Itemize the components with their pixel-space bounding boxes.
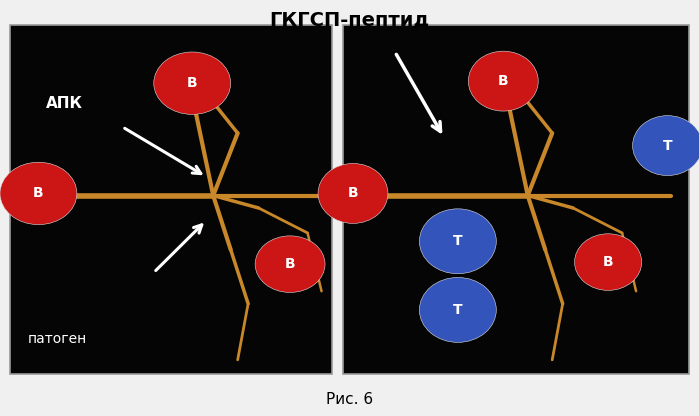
Text: патоген: патоген	[28, 332, 87, 346]
Text: В: В	[284, 257, 296, 271]
Text: Т: Т	[453, 234, 463, 248]
Text: В: В	[603, 255, 614, 269]
Text: АПК: АПК	[45, 96, 82, 111]
Ellipse shape	[419, 277, 496, 342]
Ellipse shape	[575, 234, 642, 290]
Text: Т: Т	[663, 139, 672, 153]
Bar	[10, 25, 332, 374]
Text: В: В	[347, 186, 359, 201]
Ellipse shape	[468, 51, 538, 111]
Text: В: В	[498, 74, 509, 88]
Ellipse shape	[419, 209, 496, 274]
Ellipse shape	[633, 116, 699, 176]
Text: Т: Т	[453, 303, 463, 317]
Ellipse shape	[318, 163, 388, 223]
Text: В: В	[187, 76, 198, 90]
Ellipse shape	[154, 52, 231, 114]
Text: В: В	[33, 186, 44, 201]
Bar	[343, 25, 689, 374]
Ellipse shape	[255, 236, 325, 292]
Ellipse shape	[0, 162, 77, 225]
Text: Рис. 6: Рис. 6	[326, 392, 373, 407]
Text: ГКГСП-пептид: ГКГСП-пептид	[269, 10, 430, 30]
